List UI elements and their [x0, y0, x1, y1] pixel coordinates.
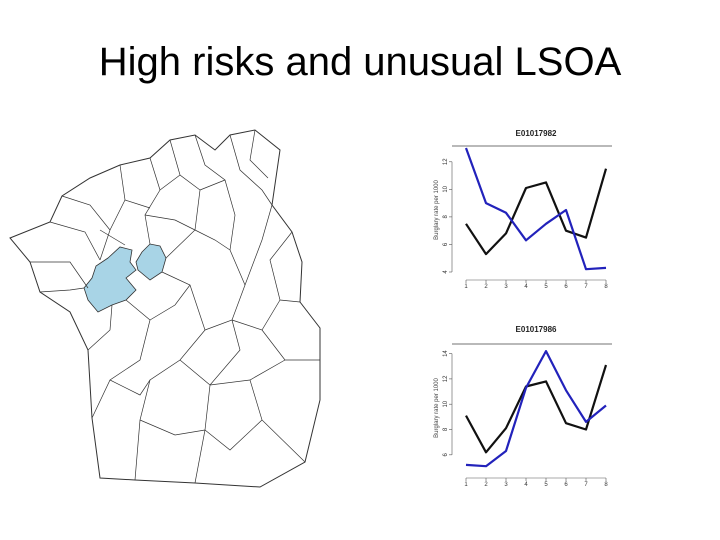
x-tick-label: 5 [544, 482, 548, 488]
chart-title: E01017982 [516, 129, 557, 138]
x-tick-label: 2 [484, 284, 488, 290]
x-tick-label: 8 [604, 284, 608, 290]
x-tick-label: 2 [484, 482, 488, 488]
map-internal-boundaries [30, 129, 320, 484]
y-tick-label: 14 [443, 350, 449, 357]
series-line-2 [465, 350, 607, 468]
y-axis-label: Burglary rate per 1000 [434, 377, 440, 437]
y-tick-label: 10 [443, 400, 449, 407]
x-tick-label: 7 [584, 284, 588, 290]
y-tick-label: 8 [443, 215, 449, 219]
y-tick-label: 12 [443, 158, 449, 165]
y-tick-label: 6 [443, 452, 449, 456]
y-tick-label: 8 [443, 427, 449, 431]
series-line-1 [465, 364, 608, 454]
chart-title: E01017986 [516, 325, 557, 334]
x-tick-label: 7 [584, 482, 588, 488]
y-tick-label: 10 [443, 185, 449, 192]
y-tick-label: 12 [443, 375, 449, 382]
x-tick-label: 3 [504, 284, 508, 290]
x-tick-label: 6 [564, 284, 568, 290]
x-tick-label: 4 [524, 482, 528, 488]
series-line-1 [465, 168, 608, 256]
series-line-2 [464, 147, 607, 271]
x-tick-label: 1 [464, 284, 468, 290]
x-tick-label: 5 [544, 284, 548, 290]
slide-title: High risks and unusual LSOA [98, 40, 622, 84]
x-tick-label: 6 [564, 482, 568, 488]
y-tick-label: 6 [443, 242, 449, 246]
x-tick-label: 4 [524, 284, 528, 290]
x-tick-label: 3 [504, 482, 508, 488]
x-tick-label: 1 [464, 482, 468, 488]
x-tick-label: 8 [604, 482, 608, 488]
y-tick-label: 4 [443, 270, 449, 274]
y-axis-label: Burglary rate per 1000 [434, 179, 440, 239]
